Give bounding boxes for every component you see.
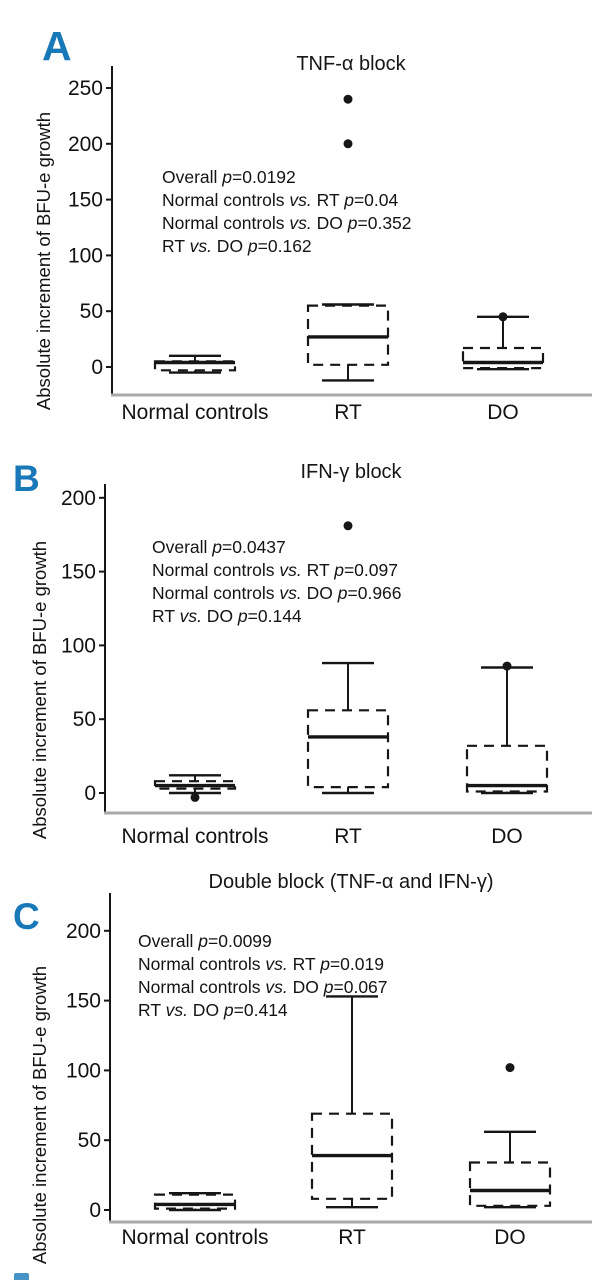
category-label: Normal controls: [121, 401, 268, 424]
annotation-line: Overall p=0.0192: [162, 167, 296, 187]
category-label: RT: [334, 825, 362, 848]
y-tick-label: 100: [61, 634, 96, 657]
y-tick-label: 250: [68, 77, 103, 100]
panel-letter-d-clipped-icon: [14, 1273, 29, 1280]
annotation-line: Overall p=0.0437: [152, 537, 286, 557]
category-label: Normal controls: [121, 1226, 268, 1249]
outlier-dot: [502, 661, 512, 671]
panel-c-ylabel: Absolute increment of BFU-e growth: [29, 965, 50, 1265]
outlier-dot: [343, 94, 353, 104]
panel-letter-a: A: [42, 23, 72, 69]
outlier-dot: [343, 521, 353, 531]
panel-c-title: Double block (TNF-α and IFN-γ): [208, 871, 494, 893]
panel-letter-c: C: [13, 896, 40, 937]
annotation-line: Normal controls vs. DO p=0.352: [162, 213, 412, 233]
y-tick-label: 50: [78, 1129, 101, 1152]
annotation-line: RT vs. DO p=0.414: [138, 1000, 288, 1020]
iqr-box: [468, 1161, 552, 1207]
iqr-box: [465, 744, 549, 793]
category-label: RT: [334, 401, 362, 424]
y-tick-label: 0: [91, 356, 103, 379]
y-tick-label: 50: [80, 300, 103, 323]
y-tick-label: 150: [68, 189, 103, 212]
y-tick-label: 0: [89, 1199, 101, 1222]
y-tick-label: 0: [84, 782, 96, 805]
outlier-dot: [505, 1063, 515, 1073]
outlier-dot: [343, 139, 353, 149]
panel-b-annotations: Overall p=0.0437 Normal controls vs. RT p…: [152, 536, 402, 628]
annotation-line: Normal controls vs. RT p=0.097: [152, 560, 398, 580]
category-label: RT: [338, 1226, 366, 1249]
outlier-dot: [190, 792, 200, 802]
outlier-dot: [498, 312, 508, 322]
annotation-line: RT vs. DO p=0.144: [152, 606, 302, 626]
y-tick-label: 50: [73, 708, 96, 731]
iqr-box: [306, 709, 390, 789]
y-tick-label: 200: [61, 487, 96, 510]
panel-b-title: IFN-γ block: [300, 461, 402, 483]
panel-a-ylabel: Absolute increment of BFU-e growth: [33, 111, 54, 411]
panel-b-ylabel: Absolute increment of BFU-e growth: [29, 540, 50, 840]
y-tick-label: 100: [66, 1059, 101, 1082]
y-tick-label: 150: [61, 561, 96, 584]
y-tick-label: 200: [66, 920, 101, 943]
y-tick-label: 150: [66, 990, 101, 1013]
y-tick-label: 200: [68, 133, 103, 156]
category-label: Normal controls: [121, 825, 268, 848]
iqr-box: [153, 1193, 237, 1210]
y-tick-label: 100: [68, 244, 103, 267]
annotation-line: Normal controls vs. DO p=0.966: [152, 583, 402, 603]
iqr-box: [461, 346, 545, 370]
category-label: DO: [494, 1226, 526, 1249]
panel-c-annotations: Overall p=0.0099 Normal controls vs. RT p…: [138, 930, 388, 1022]
category-label: DO: [491, 825, 523, 848]
annotation-line: Normal controls vs. DO p=0.067: [138, 977, 388, 997]
annotation-line: Normal controls vs. RT p=0.04: [162, 190, 399, 210]
category-label: DO: [487, 401, 519, 424]
annotation-line: Overall p=0.0099: [138, 931, 272, 951]
panel-letter-b: B: [13, 458, 40, 499]
panel-a-title: TNF-α block: [296, 53, 406, 75]
annotation-line: Normal controls vs. RT p=0.019: [138, 954, 384, 974]
annotation-line: RT vs. DO p=0.162: [162, 236, 312, 256]
panel-a-annotations: Overall p=0.0192 Normal controls vs. RT p…: [162, 166, 412, 258]
